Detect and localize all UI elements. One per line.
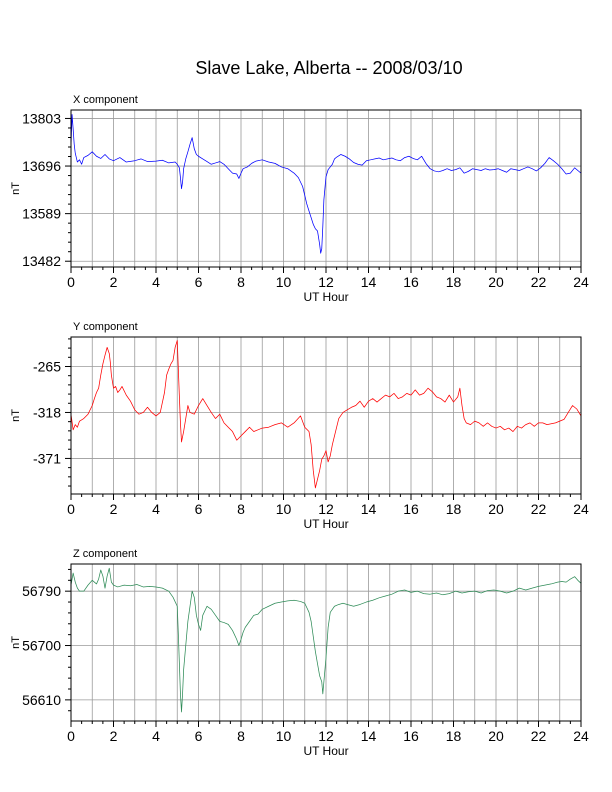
x-tick-label: 20 [488,501,504,517]
panel-title: Y component [73,321,138,333]
x-tick-label: 16 [403,501,419,517]
x-tick-label: 24 [573,501,589,517]
y-axis-label: nT [10,409,22,422]
panel-title: Z component [73,548,137,560]
y-axis-label: nT [10,636,22,649]
panel-x-component: 0 2 4 6 8 10 12 14 16 18 20 22 241348213589136961380… [10,94,589,304]
x-tick-label: 20 [488,728,504,744]
y-tick-label: 56700 [22,638,61,654]
x-tick-label: 14 [361,728,377,744]
y-tick-label: -265 [33,358,61,374]
x-axis-label: UT Hour [303,290,348,304]
x-tick-label: 12 [318,501,334,517]
x-tick-label: 12 [318,274,334,290]
x-tick-label: 16 [403,728,419,744]
x-tick-label: 6 [195,501,203,517]
y-tick-label: 13482 [22,253,61,269]
x-tick-label: 4 [152,501,160,517]
x-axis-label: UT Hour [303,517,348,531]
x-tick-label: 0 [67,274,75,290]
chart-title: Slave Lake, Alberta -- 2008/03/10 [195,58,463,78]
series-line-y-component [70,340,582,489]
series-line-z-component [70,567,582,713]
x-tick-label: 10 [276,728,292,744]
y-tick-label: -318 [33,404,61,420]
x-tick-label: 6 [195,728,203,744]
x-tick-label: 22 [531,728,547,744]
x-tick-label: 24 [573,728,589,744]
x-tick-label: 8 [237,728,245,744]
x-tick-label: 2 [110,501,118,517]
x-tick-label: 14 [361,501,377,517]
x-tick-label: 8 [237,274,245,290]
y-tick-label: 56790 [22,583,61,599]
y-tick-label: 13696 [22,158,61,174]
x-tick-label: 10 [276,501,292,517]
x-tick-label: 8 [237,501,245,517]
x-tick-label: 24 [573,274,589,290]
y-tick-label: 13803 [22,110,61,126]
x-tick-label: 22 [531,274,547,290]
x-tick-label: 6 [195,274,203,290]
x-tick-label: 20 [488,274,504,290]
panel-title: X component [73,94,138,106]
y-tick-label: -371 [33,450,61,466]
x-tick-label: 16 [403,274,419,290]
x-tick-label: 18 [446,728,462,744]
x-tick-label: 14 [361,274,377,290]
x-axis-label: UT Hour [303,744,348,758]
x-tick-label: 12 [318,728,334,744]
x-tick-label: 2 [110,274,118,290]
x-tick-label: 18 [446,274,462,290]
x-tick-label: 18 [446,501,462,517]
x-tick-label: 22 [531,501,547,517]
x-tick-label: 4 [152,274,160,290]
series-line-x-component [70,114,582,254]
y-tick-label: 13589 [22,206,61,222]
x-tick-label: 10 [276,274,292,290]
y-tick-label: 56610 [22,692,61,708]
y-axis-label: nT [10,182,22,195]
x-tick-label: 0 [67,501,75,517]
x-tick-label: 2 [110,728,118,744]
x-tick-label: 0 [67,728,75,744]
x-tick-label: 4 [152,728,160,744]
